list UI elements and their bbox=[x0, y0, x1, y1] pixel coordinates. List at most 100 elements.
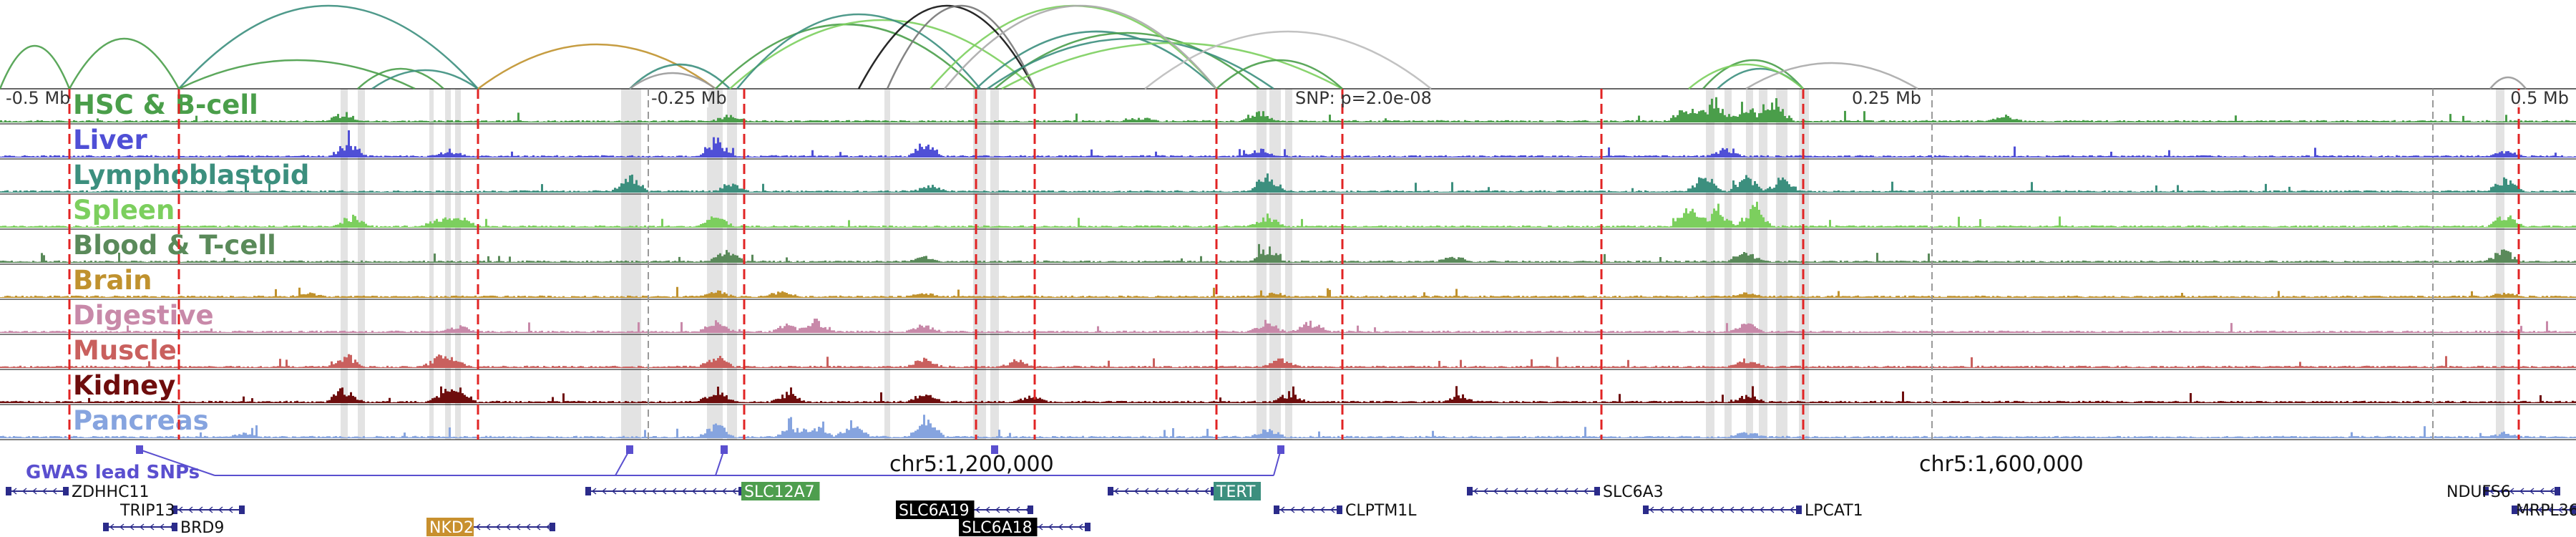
gene-label-box bbox=[741, 482, 820, 500]
track-label: HSC & B-cell bbox=[73, 90, 258, 120]
gene-tert[interactable]: TERT bbox=[1108, 482, 1261, 501]
strand-arrow bbox=[485, 523, 491, 531]
loop-arc bbox=[357, 67, 444, 90]
strand-arrow bbox=[661, 488, 667, 495]
scale-label: 0.25 Mb bbox=[1852, 88, 1921, 108]
track-label: Blood & T-cell bbox=[73, 230, 276, 261]
gwas-snp-marker bbox=[991, 445, 998, 454]
track-label: Kidney bbox=[73, 370, 175, 401]
loop-arc bbox=[629, 72, 716, 90]
gene-label: CLPTM1L bbox=[1345, 502, 1417, 520]
strand-arrow bbox=[1113, 488, 1119, 495]
scale-labels: -0.5 Mb -0.25 Mb 0.25 Mb 0.5 Mb SNP: p=2.0e-… bbox=[4, 88, 2570, 108]
gwas-snp-marker bbox=[136, 445, 143, 454]
gene-lpcat1[interactable]: LPCAT1 bbox=[1643, 502, 1863, 520]
scale-label-bg bbox=[2512, 90, 2570, 107]
exon bbox=[2555, 487, 2560, 495]
exon bbox=[2512, 505, 2517, 514]
strand-arrow bbox=[1523, 488, 1528, 495]
strand-arrow bbox=[1749, 506, 1755, 513]
strand-arrow bbox=[1048, 523, 1053, 531]
strand-arrow bbox=[475, 523, 481, 531]
gwas-lead-snps: GWAS lead SNPs bbox=[26, 445, 1284, 483]
gene-label: NKD2 bbox=[429, 519, 474, 537]
strand-arrow bbox=[1319, 506, 1325, 513]
strand-arrow bbox=[1143, 488, 1149, 495]
gene-slc6a19[interactable]: SLC6A19 bbox=[896, 500, 1033, 520]
gene-slc6a18[interactable]: SLC6A18 bbox=[959, 518, 1091, 537]
track-pancreas: Pancreas bbox=[0, 405, 2576, 440]
strand-arrow bbox=[2529, 488, 2534, 495]
strand-arrow bbox=[1309, 506, 1315, 513]
gene-slc12a7[interactable]: SLC12A7 bbox=[585, 482, 820, 501]
gene-clptm1l[interactable]: CLPTM1L bbox=[1274, 502, 1417, 520]
strand-arrow bbox=[2517, 506, 2523, 513]
signal-profile bbox=[0, 243, 2576, 263]
track-muscle: Muscle bbox=[0, 335, 2576, 370]
exon bbox=[172, 505, 177, 514]
track-blood-t-cell: Blood & T-cell bbox=[0, 230, 2576, 265]
strand-arrow bbox=[1473, 488, 1478, 495]
track-label: Spleen bbox=[73, 195, 175, 226]
loop-arc bbox=[2489, 76, 2527, 90]
track-spleen: Spleen bbox=[0, 195, 2576, 230]
strand-arrow bbox=[691, 488, 697, 495]
strand-arrow bbox=[671, 488, 677, 495]
exon bbox=[1085, 523, 1091, 531]
exon bbox=[1796, 505, 1802, 514]
track-label: Liver bbox=[73, 125, 147, 155]
strand-arrow bbox=[2537, 506, 2543, 513]
strand-arrow bbox=[1583, 488, 1589, 495]
loop-arc bbox=[975, 30, 1217, 90]
loop-arc bbox=[857, 5, 1036, 90]
strand-arrow bbox=[1174, 488, 1179, 495]
loop-arc bbox=[629, 63, 731, 90]
exon bbox=[1274, 505, 1279, 514]
gene-nkd2[interactable]: NKD2 bbox=[426, 518, 555, 537]
loop-arc bbox=[1144, 30, 1432, 90]
strand-arrow bbox=[711, 488, 717, 495]
strand-arrow bbox=[1493, 488, 1498, 495]
signal-profile bbox=[0, 415, 2576, 438]
strand-arrow bbox=[535, 523, 541, 531]
track-label: Lymphoblastoid bbox=[73, 160, 309, 190]
strand-arrow bbox=[1759, 506, 1765, 513]
exon bbox=[172, 523, 177, 531]
strand-arrow bbox=[1204, 488, 1209, 495]
strand-arrow bbox=[2539, 488, 2545, 495]
strand-arrow bbox=[119, 523, 125, 531]
strand-arrow bbox=[197, 506, 203, 513]
snp-label: SNP: p=2.0e-08 bbox=[1295, 88, 1432, 108]
strand-arrow bbox=[1659, 506, 1664, 513]
exon bbox=[103, 523, 109, 531]
strand-arrow bbox=[1194, 488, 1199, 495]
track-kidney: Kidney bbox=[0, 370, 2576, 405]
strand-arrow bbox=[1719, 506, 1724, 513]
gene-slc6a3[interactable]: SLC6A3 bbox=[1467, 483, 1664, 501]
strand-arrow bbox=[2509, 488, 2514, 495]
strand-arrow bbox=[2549, 488, 2555, 495]
strand-arrow bbox=[1153, 488, 1159, 495]
gwas-snp-marker bbox=[1277, 445, 1284, 454]
strand-arrow bbox=[52, 488, 57, 495]
gene-label: NDUFS6 bbox=[2446, 483, 2511, 501]
strand-arrow bbox=[2499, 488, 2504, 495]
coordinates: chr5:1,200,000 chr5:1,600,000 bbox=[889, 452, 2084, 477]
gene-brd9[interactable]: BRD9 bbox=[103, 519, 224, 537]
strand-arrow bbox=[2519, 488, 2524, 495]
loop-arc bbox=[987, 37, 1274, 90]
exon bbox=[1643, 505, 1649, 514]
gene-mrpl36[interactable]: MRPL36 bbox=[2512, 502, 2576, 520]
gene-label: SLC6A18 bbox=[962, 519, 1033, 537]
strand-arrow bbox=[1503, 488, 1508, 495]
gene-zdhhc11[interactable]: ZDHHC11 bbox=[6, 483, 149, 501]
strand-arrow bbox=[1078, 523, 1083, 531]
gene-label-box bbox=[1214, 482, 1261, 500]
strand-arrow bbox=[1184, 488, 1189, 495]
gene-ndufs6[interactable]: NDUFS6 bbox=[2446, 483, 2560, 501]
gene-trip13[interactable]: TRIP13 bbox=[119, 502, 245, 520]
gene-label: TRIP13 bbox=[119, 502, 175, 520]
strand-arrow bbox=[651, 488, 657, 495]
